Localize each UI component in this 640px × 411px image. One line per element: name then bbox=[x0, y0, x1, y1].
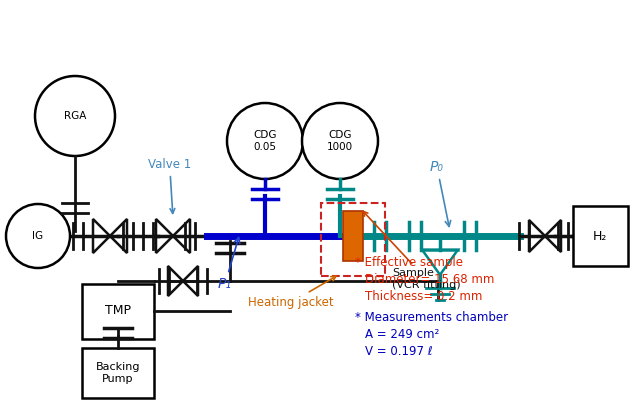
Text: Thickness= 0.2 mm: Thickness= 0.2 mm bbox=[365, 290, 483, 303]
Text: P₀: P₀ bbox=[430, 160, 451, 226]
Text: Sample
(VCR fitting): Sample (VCR fitting) bbox=[363, 211, 461, 290]
Bar bbox=[82, 284, 154, 339]
Text: CDG
1000: CDG 1000 bbox=[327, 130, 353, 152]
Text: TMP: TMP bbox=[105, 305, 131, 318]
Bar bbox=[82, 348, 154, 398]
Text: Diameter= 15.68 mm: Diameter= 15.68 mm bbox=[365, 273, 494, 286]
Text: Heating jacket: Heating jacket bbox=[248, 276, 336, 309]
Text: V = 0.197 ℓ: V = 0.197 ℓ bbox=[365, 345, 433, 358]
Circle shape bbox=[302, 103, 378, 179]
Circle shape bbox=[6, 204, 70, 268]
Text: H₂: H₂ bbox=[593, 229, 607, 242]
Text: * Measurements chamber: * Measurements chamber bbox=[355, 311, 508, 324]
Circle shape bbox=[35, 76, 115, 156]
Text: A = 249 cm²: A = 249 cm² bbox=[365, 328, 439, 341]
Bar bbox=[343, 211, 363, 261]
Bar bbox=[573, 206, 627, 266]
Text: RGA: RGA bbox=[64, 111, 86, 121]
Text: Backing
Pump: Backing Pump bbox=[96, 362, 140, 384]
Text: CDG
0.05: CDG 0.05 bbox=[253, 130, 276, 152]
Circle shape bbox=[227, 103, 303, 179]
Text: IG: IG bbox=[33, 231, 44, 241]
Text: Valve 1: Valve 1 bbox=[148, 158, 191, 213]
Text: * Effective sample: * Effective sample bbox=[355, 256, 463, 269]
Text: P₁: P₁ bbox=[218, 238, 240, 291]
Bar bbox=[321, 203, 385, 276]
